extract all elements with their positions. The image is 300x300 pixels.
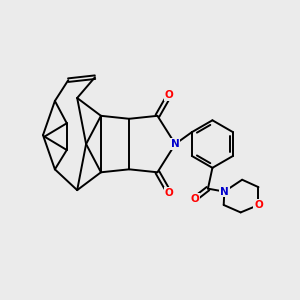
Text: O: O <box>190 194 199 204</box>
Text: N: N <box>171 139 180 149</box>
Text: O: O <box>254 200 263 210</box>
Text: N: N <box>220 187 229 196</box>
Text: O: O <box>165 188 174 198</box>
Text: O: O <box>165 90 174 100</box>
